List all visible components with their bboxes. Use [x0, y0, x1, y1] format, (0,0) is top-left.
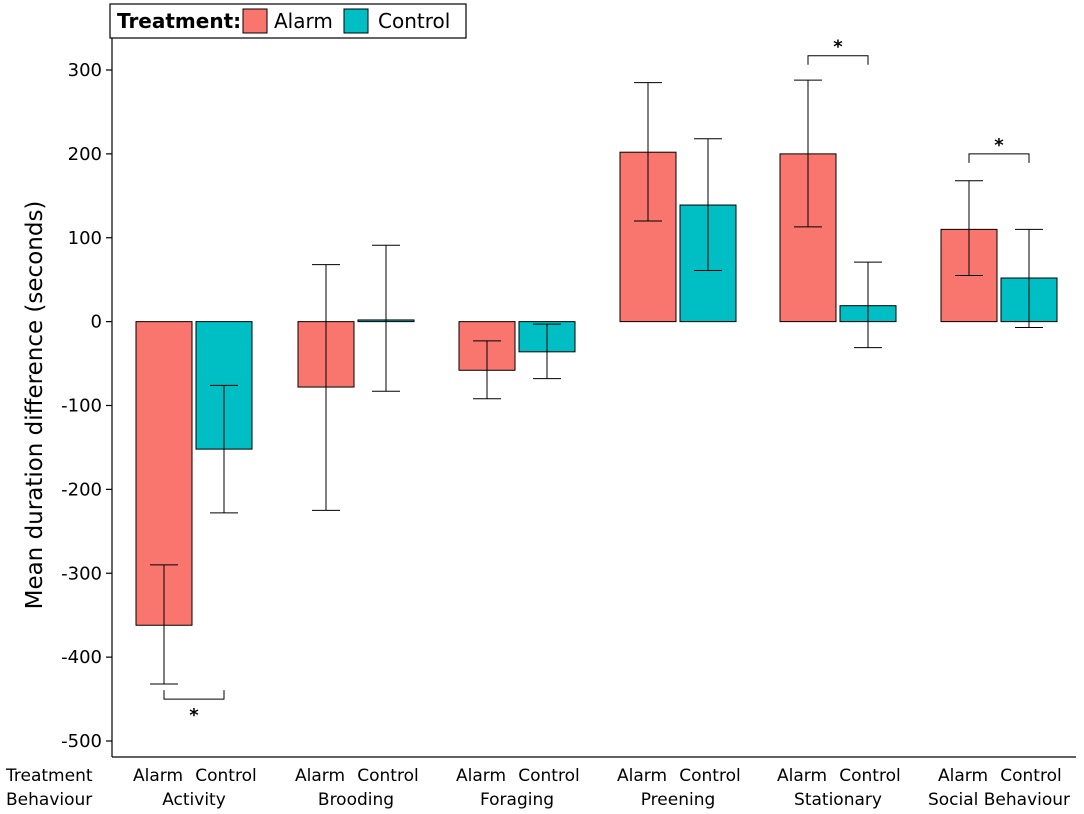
- significance-star: *: [833, 37, 843, 58]
- treatment-label-alarm: Alarm: [777, 766, 827, 786]
- y-tick-label: -400: [61, 647, 102, 668]
- treatment-label-control: Control: [518, 766, 579, 786]
- y-tick-label: -300: [61, 563, 102, 584]
- y-tick-label: 300: [68, 60, 102, 81]
- category-label: Brooding: [318, 790, 394, 810]
- significance-bracket: [968, 153, 1030, 163]
- y-tick-label: 0: [91, 312, 102, 333]
- category-label: Foraging: [480, 790, 554, 810]
- y-tick-label: -200: [61, 479, 102, 500]
- legend-label-control: Control: [378, 9, 450, 33]
- significance-bracket: [163, 690, 225, 700]
- legend-swatch-control: [343, 8, 369, 34]
- legend-label-alarm: Alarm: [274, 9, 333, 33]
- treatment-label-alarm: Alarm: [938, 766, 988, 786]
- y-tick-label: -500: [61, 731, 102, 752]
- y-axis-title: Mean duration difference (seconds): [22, 201, 48, 610]
- significance-star: *: [994, 135, 1004, 156]
- significance-brackets: * * *: [163, 37, 1030, 726]
- y-axis: 300 200 100 0 -100 -200 -300 -400 -500: [61, 30, 1076, 758]
- treatment-label-alarm: Alarm: [295, 766, 345, 786]
- row-label-behaviour: Behaviour: [6, 790, 92, 810]
- category-label: Activity: [162, 790, 226, 810]
- category-label: Social Behaviour: [928, 790, 1070, 810]
- category-label: Stationary: [794, 790, 882, 810]
- treatment-label-alarm: Alarm: [617, 766, 667, 786]
- significance-bracket: [807, 55, 869, 65]
- legend-title: Treatment:: [117, 9, 241, 33]
- x-axis-labels: Alarm Control Activity Alarm Control Brooding…: [133, 766, 1070, 810]
- significance-star: *: [189, 705, 199, 726]
- treatment-label-alarm: Alarm: [456, 766, 506, 786]
- y-tick-label: 200: [68, 144, 102, 165]
- bars: [135, 151, 1058, 626]
- treatment-label-control: Control: [679, 766, 740, 786]
- legend-swatch-alarm: [242, 8, 268, 34]
- y-tick-label: -100: [61, 396, 102, 417]
- treatment-label-control: Control: [1000, 766, 1061, 786]
- y-tick-label: 100: [68, 228, 102, 249]
- treatment-label-control: Control: [357, 766, 418, 786]
- treatment-label-control: Control: [839, 766, 900, 786]
- category-label: Preening: [641, 790, 716, 810]
- row-label-treatment: Treatment: [5, 766, 93, 786]
- error-bars: [150, 79, 1043, 685]
- legend: Treatment: Alarm Control: [109, 3, 467, 39]
- bar-alarm: [779, 153, 837, 323]
- legend-box: [109, 3, 467, 39]
- treatment-label-control: Control: [195, 766, 256, 786]
- treatment-label-alarm: Alarm: [133, 766, 183, 786]
